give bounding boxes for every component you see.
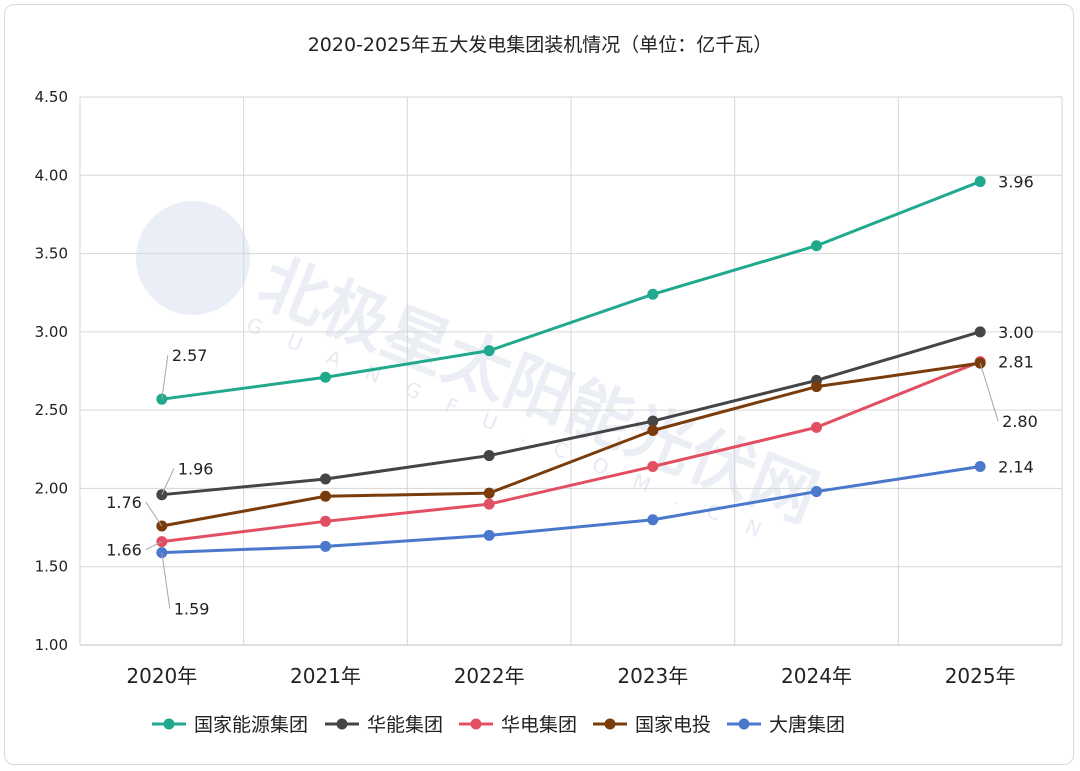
legend-label: 华能集团 bbox=[367, 714, 443, 736]
data-point bbox=[320, 473, 331, 485]
data-label-leader bbox=[145, 541, 163, 551]
chart-title: 2020-2025年五大发电集团装机情况（单位：亿千瓦） bbox=[308, 34, 773, 56]
data-point bbox=[974, 461, 986, 473]
data-label-leader bbox=[979, 363, 999, 422]
legend-label: 大唐集团 bbox=[769, 714, 845, 736]
data-label: 2.57 bbox=[172, 346, 208, 365]
watermark-logo-icon bbox=[136, 201, 250, 315]
data-point bbox=[647, 514, 659, 526]
y-tick-label: 2.50 bbox=[35, 401, 68, 419]
data-label: 1.59 bbox=[174, 600, 210, 619]
legend-item: 华电集团 bbox=[459, 714, 577, 736]
series-line bbox=[161, 360, 981, 544]
data-label: 2.14 bbox=[998, 458, 1034, 477]
legend-marker bbox=[470, 718, 482, 730]
data-label-leader bbox=[161, 355, 169, 400]
data-point bbox=[647, 424, 659, 436]
legend-item: 华能集团 bbox=[325, 714, 443, 736]
y-tick-label: 4.50 bbox=[35, 88, 68, 106]
series-line bbox=[161, 361, 981, 528]
series-line bbox=[161, 465, 981, 555]
data-point bbox=[483, 529, 495, 541]
x-tick-label: 2021年 bbox=[290, 664, 361, 688]
data-label-leader bbox=[145, 501, 163, 527]
data-point bbox=[483, 450, 495, 462]
data-label-leader bbox=[161, 468, 175, 495]
data-point bbox=[320, 540, 331, 552]
series-line bbox=[161, 330, 981, 497]
series-lines bbox=[156, 176, 986, 559]
y-tick-label: 1.00 bbox=[35, 636, 68, 654]
grid bbox=[79, 96, 1063, 646]
legend-item: 大唐集团 bbox=[727, 714, 845, 736]
data-label: 1.76 bbox=[106, 493, 142, 512]
data-label: 3.00 bbox=[998, 323, 1034, 342]
legend-marker bbox=[604, 718, 616, 730]
data-labels: 2.57 3.96 1.96 3.00 1.66 2.81 1.76 2.80 1.59 2.14 bbox=[106, 173, 1038, 619]
data-point bbox=[320, 515, 331, 527]
legend-label: 华电集团 bbox=[501, 714, 577, 736]
y-axis: 1.00 1.50 2.00 2.50 3.00 3.50 4.00 4.50 bbox=[35, 88, 68, 654]
y-tick-label: 3.50 bbox=[35, 245, 68, 263]
data-point bbox=[811, 240, 822, 252]
chart-frame bbox=[4, 4, 1074, 765]
x-axis: 2020年 2021年 2022年 2023年 2024年 2025年 bbox=[80, 644, 1062, 688]
x-tick-label: 2022年 bbox=[454, 664, 525, 688]
x-tick-label: 2024年 bbox=[781, 664, 852, 688]
legend: 国家能源集团 华能集团 华电集团 国家电投 大唐集团 bbox=[152, 714, 845, 736]
x-tick-label: 2023年 bbox=[617, 664, 688, 688]
x-tick-label: 2020年 bbox=[126, 664, 197, 688]
data-point bbox=[320, 490, 331, 502]
data-label: 1.66 bbox=[106, 541, 142, 560]
legend-item: 国家能源集团 bbox=[152, 714, 308, 736]
data-point bbox=[811, 381, 822, 393]
y-tick-label: 2.00 bbox=[35, 479, 68, 497]
data-point bbox=[811, 421, 822, 433]
legend-marker bbox=[163, 718, 175, 730]
legend-item: 国家电投 bbox=[593, 714, 711, 736]
data-label: 3.96 bbox=[998, 173, 1034, 192]
series-line bbox=[161, 180, 981, 401]
data-label: 1.96 bbox=[178, 460, 214, 479]
data-point bbox=[483, 487, 495, 499]
legend-label: 国家能源集团 bbox=[194, 714, 308, 736]
data-point bbox=[483, 345, 495, 357]
data-label: 2.80 bbox=[1002, 412, 1038, 431]
y-tick-label: 3.00 bbox=[35, 323, 68, 341]
data-point bbox=[483, 498, 495, 510]
data-label-leader bbox=[161, 552, 171, 609]
legend-marker bbox=[738, 718, 750, 730]
data-point bbox=[647, 288, 659, 300]
data-point bbox=[320, 371, 331, 383]
data-label: 2.81 bbox=[998, 353, 1034, 372]
data-point bbox=[974, 326, 986, 338]
data-point bbox=[647, 461, 659, 473]
data-point bbox=[647, 415, 659, 427]
y-tick-label: 1.50 bbox=[35, 558, 68, 576]
data-point bbox=[811, 486, 822, 498]
legend-marker bbox=[336, 718, 348, 730]
legend-label: 国家电投 bbox=[635, 714, 711, 736]
x-tick-label: 2025年 bbox=[945, 664, 1016, 688]
data-point bbox=[974, 176, 986, 188]
y-tick-label: 4.00 bbox=[35, 166, 68, 184]
